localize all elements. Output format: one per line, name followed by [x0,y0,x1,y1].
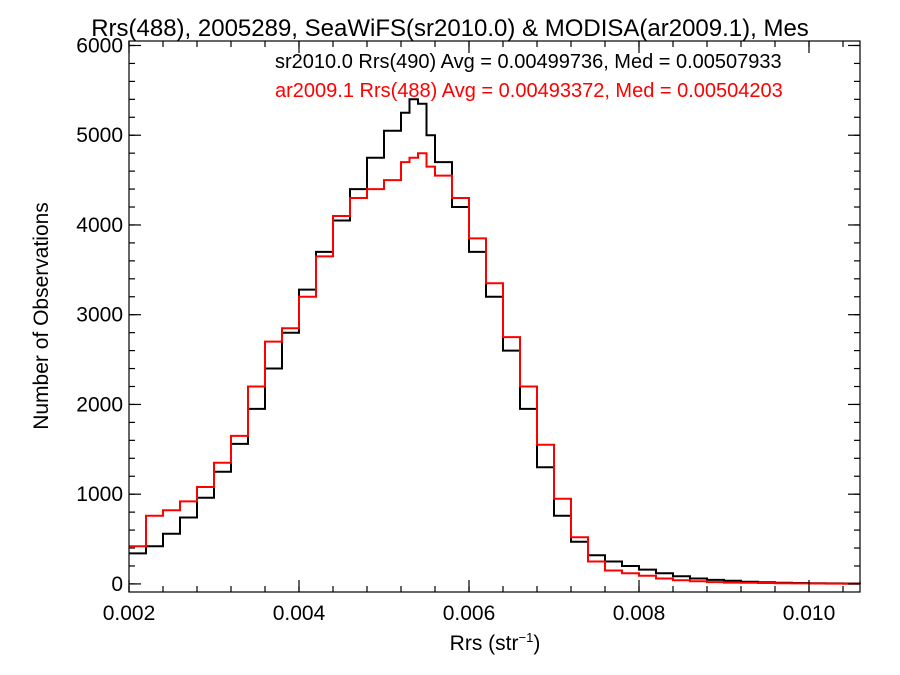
series-layer [129,98,861,585]
y-tick-label: 2000 [76,393,123,416]
x-axis-label-close: ) [533,632,540,655]
x-axis-label-superscript: −1 [519,630,534,645]
x-tick-label: 0.010 [783,602,836,625]
series-line-ar2009.1 [129,152,860,585]
y-tick-label: 0 [111,573,123,596]
x-tick-label: 0.002 [103,602,156,625]
x-tick-label: 0.004 [273,602,326,625]
legend-entry-ar2009: ar2009.1 Rrs(488) Avg = 0.00493372, Med … [275,80,783,102]
y-tick-label: 1000 [76,483,123,506]
y-tick-label: 3000 [76,304,123,327]
x-tick-label: 0.006 [443,602,496,625]
chart-title: Rrs(488), 2005289, SeaWiFS(sr2010.0) & M… [91,15,809,42]
y-tick-label: 6000 [76,34,123,57]
x-tick-label: 0.008 [613,602,666,625]
y-axis-label: Number of Observations [30,202,53,430]
y-tick-label: 4000 [76,214,123,237]
legend-entry-sr2010: sr2010.0 Rrs(490) Avg = 0.00499736, Med … [275,51,782,73]
tick-layer: 0.002 0.004 0.006 0.008 0.010 0 1000 2000 3000 40… [76,34,860,625]
plot-frame [128,40,861,593]
x-axis-label: Rrs (str−1) [450,630,541,655]
x-axis-label-main: Rrs (str [450,632,519,655]
y-tick-label: 5000 [76,124,123,147]
